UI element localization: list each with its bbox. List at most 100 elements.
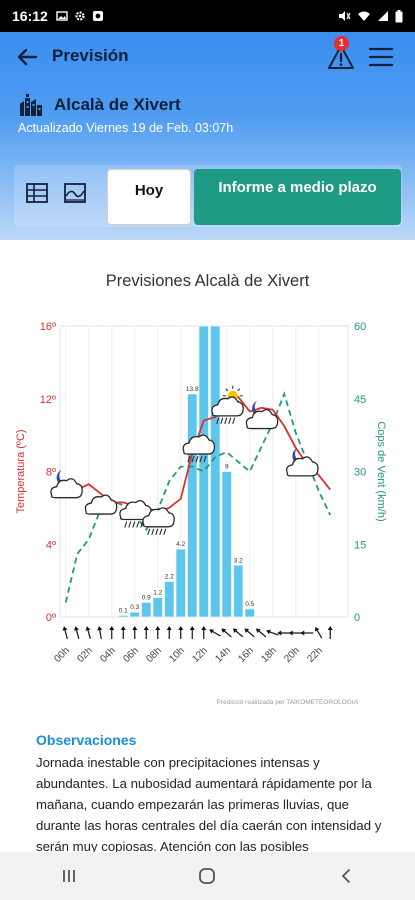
home-icon [199, 868, 216, 884]
x-tick-label: 22h [305, 645, 325, 665]
sun-ray [225, 388, 229, 392]
rain-drop [151, 528, 155, 535]
wind-arrow-head [327, 626, 333, 630]
hamburger-menu-icon[interactable] [368, 46, 394, 68]
sun-ray [237, 388, 241, 392]
precip-label: 0.1 [119, 607, 128, 614]
wind-arrow [244, 628, 255, 638]
warning-icon[interactable] [326, 42, 356, 72]
wind-arrow-head [266, 629, 271, 635]
rain-drop [124, 521, 128, 528]
wind-arrow-head [143, 626, 149, 630]
wind-arrow-head [85, 626, 91, 631]
back-arrow-icon[interactable] [14, 44, 40, 70]
wind-arrow-head [277, 630, 282, 636]
rain-drop [232, 417, 236, 425]
wind-arrow-head [288, 630, 293, 636]
rain-drop [132, 521, 136, 528]
cloud-icon [84, 494, 118, 515]
cloud-shape [119, 499, 152, 521]
x-tick-label: 08h [144, 645, 164, 665]
wind-arrow-head [189, 626, 195, 630]
rain-drop [128, 521, 132, 528]
wind-arrow [166, 626, 172, 639]
home-button[interactable] [187, 861, 227, 891]
moon-cloud-icon [286, 447, 319, 477]
wind-arrow [74, 626, 80, 639]
cloud-shape [142, 507, 175, 528]
wind-arrow-head [97, 626, 103, 631]
moon-cloud-icon [245, 400, 279, 430]
x-tick-label: 14h [213, 645, 233, 665]
rain-drop [163, 528, 167, 535]
rain-cloud-icon [182, 434, 216, 463]
y-right-label: Cops de Vent (km/h) [375, 421, 387, 521]
x-tick-label: 18h [259, 645, 279, 665]
chart-attribution: Predicció realitzada per TAIKOMETEOROLOG… [217, 699, 359, 706]
rain-drop [220, 417, 224, 425]
wind-arrow-head [209, 629, 214, 634]
wind-arrow-head [74, 626, 79, 631]
forecast-chart: Previsiones Alcalà de Xivert 0.1 0.3 0.9 1.… [0, 262, 415, 712]
rain-drop [140, 521, 144, 528]
wind-arrow-head [300, 630, 305, 636]
back-button[interactable] [326, 861, 366, 891]
precip-bar [129, 611, 140, 618]
rain-drop [195, 455, 199, 463]
observations-text: Jornada inestable con precipitaciones in… [36, 755, 382, 854]
wind-arrow [62, 626, 68, 639]
x-tick-label: 16h [236, 645, 256, 665]
signal-icon [378, 11, 388, 21]
status-bar: 16:12 [0, 0, 415, 32]
tab-medium-term-report[interactable]: Informe a medio plazo [194, 169, 401, 225]
wind-arrow-head [155, 626, 161, 630]
rain-cloud-icon [119, 499, 152, 528]
y-left-tick: 12º [40, 394, 56, 406]
rain-cloud-icon [142, 507, 175, 535]
wind-arrow-head [62, 626, 68, 631]
x-tick-label: 06h [121, 645, 141, 665]
wind-arrow-head [315, 626, 320, 632]
image-icon [56, 11, 68, 21]
cloud-shape [245, 409, 279, 430]
wind-arrow-head [221, 628, 227, 633]
rain-drop [216, 417, 220, 425]
tab-today[interactable]: Hoy [107, 169, 191, 225]
wind-arrow [85, 626, 91, 639]
x-tick-label: 10h [167, 645, 187, 665]
observations-title: Observaciones [36, 732, 137, 748]
forecast-chart-svg: 0.1 0.30.91.2 2.2 4.2 13.8 9 3.2 0.5 0º 4º 8º 12º 16… [15, 321, 387, 706]
cloud-shape [50, 478, 83, 499]
wind-arrow [315, 626, 323, 639]
chart-title: Previsiones Alcalà de Xivert [105, 272, 310, 290]
x-tick-label: 12h [190, 645, 210, 665]
recent-apps-icon [63, 870, 76, 882]
mute-icon [339, 11, 351, 21]
location-name: Alcalà de Xivert [54, 95, 181, 114]
wind-arrow-head [255, 628, 261, 633]
wind-arrow [109, 626, 115, 639]
y-left-tick: 4º [46, 539, 56, 551]
wind-arrow [327, 626, 333, 639]
recent-apps-button[interactable] [49, 861, 89, 891]
wind-arrow-head [166, 626, 172, 630]
wind-arrow [221, 628, 232, 638]
precip-bar [244, 608, 255, 618]
y-left-tick: 0º [46, 612, 56, 624]
rain-drop [136, 521, 140, 528]
rain-drop [187, 455, 191, 463]
x-tick-label: 04h [98, 645, 118, 665]
chart-view-icon[interactable] [62, 180, 88, 206]
y-right-tick: 30 [354, 467, 366, 479]
rain-drop [228, 417, 232, 425]
wind-arrow [189, 626, 195, 639]
wind-arrow-head [244, 628, 250, 633]
wind-arrow [209, 629, 221, 637]
wind-arrow [277, 630, 291, 636]
rain-drop [155, 528, 159, 535]
rain-drop [159, 528, 163, 535]
y-left-label: Temperatura (ºC) [15, 429, 27, 513]
alert-badge: 1 [334, 36, 349, 51]
sun-rain-cloud-icon [211, 385, 244, 425]
table-view-icon[interactable] [24, 180, 50, 206]
